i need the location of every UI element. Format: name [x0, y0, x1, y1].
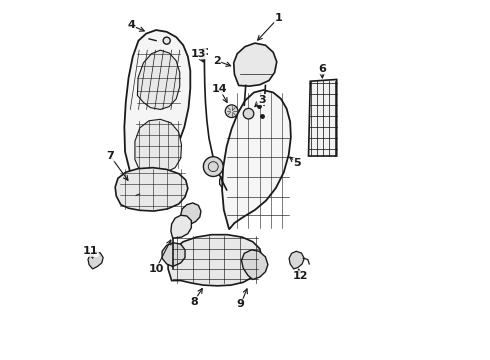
Polygon shape	[171, 215, 192, 238]
Text: 9: 9	[237, 299, 245, 309]
Polygon shape	[234, 43, 277, 86]
Text: 6: 6	[318, 64, 326, 74]
Circle shape	[203, 157, 223, 176]
Polygon shape	[222, 90, 291, 229]
Polygon shape	[88, 251, 103, 269]
Text: 7: 7	[106, 151, 114, 161]
Polygon shape	[242, 250, 268, 279]
Text: 13: 13	[191, 49, 206, 59]
Circle shape	[243, 108, 254, 119]
Polygon shape	[137, 50, 180, 109]
Circle shape	[163, 37, 170, 44]
Text: 4: 4	[127, 21, 135, 31]
Text: 14: 14	[212, 84, 227, 94]
Text: 12: 12	[293, 271, 309, 281]
Text: 1: 1	[274, 13, 282, 23]
Polygon shape	[115, 168, 188, 211]
Text: 5: 5	[294, 158, 301, 168]
Text: 8: 8	[190, 297, 198, 307]
Polygon shape	[162, 243, 185, 266]
Polygon shape	[181, 203, 201, 226]
Polygon shape	[220, 174, 235, 190]
Polygon shape	[124, 30, 190, 176]
Text: 10: 10	[148, 264, 164, 274]
Polygon shape	[135, 119, 181, 174]
Text: 3: 3	[258, 95, 266, 104]
Polygon shape	[289, 251, 304, 269]
Circle shape	[225, 105, 238, 118]
Polygon shape	[168, 235, 262, 286]
Text: 11: 11	[83, 246, 98, 256]
Text: 2: 2	[213, 56, 220, 66]
Polygon shape	[309, 80, 337, 156]
